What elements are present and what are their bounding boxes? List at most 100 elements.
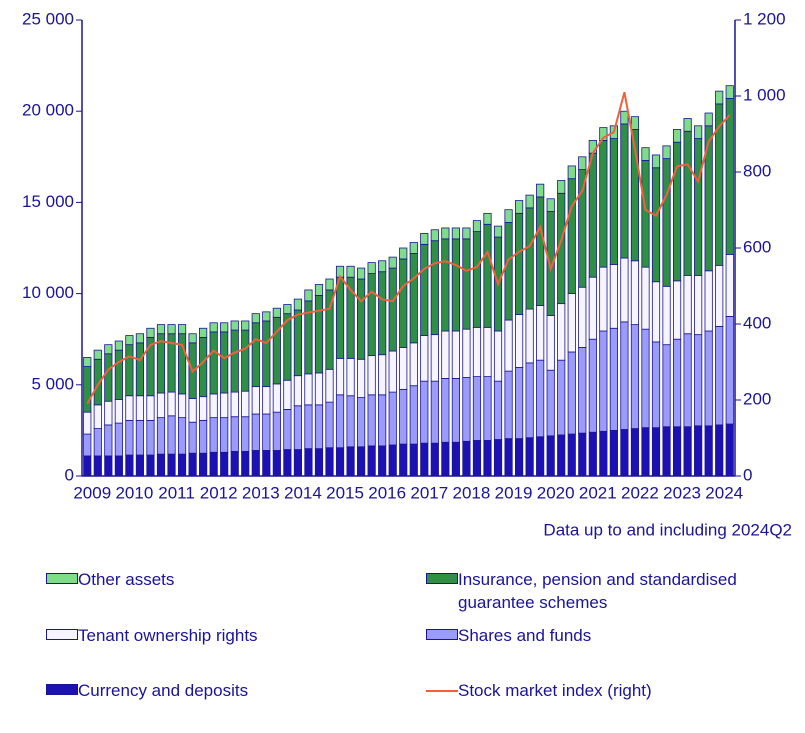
bar-segment (483, 212, 492, 225)
bar-segment (662, 145, 671, 160)
bar-segment (399, 388, 408, 445)
bar-segment (388, 267, 397, 352)
bar-segment (346, 357, 355, 397)
bar-segment (493, 225, 503, 238)
bar-segment (346, 395, 355, 448)
bar-segment (725, 85, 734, 99)
bar-segment (641, 427, 650, 477)
bar-segment (325, 368, 334, 403)
bar-segment (272, 316, 281, 385)
bar-segment (694, 425, 703, 477)
bar-segment (146, 395, 155, 421)
bar-segment (251, 450, 260, 477)
bar-segment (441, 330, 450, 379)
bar-segment (515, 314, 524, 368)
bar-segment (462, 227, 471, 240)
bar-segment (620, 123, 629, 259)
bar-segment (578, 286, 587, 348)
legend-label: Stock market index (right) (458, 681, 652, 700)
bar-segment (177, 453, 187, 477)
bar-segment (378, 354, 387, 396)
bar-segment (293, 449, 302, 477)
bar-segment (335, 357, 345, 396)
bar-segment (493, 330, 503, 382)
bar-segment (388, 391, 397, 446)
bar-segment (462, 238, 471, 330)
bar-segment (409, 443, 418, 477)
bar-segment (388, 256, 397, 269)
bar-segment (125, 344, 134, 397)
bar-segment (188, 421, 197, 454)
bar-segment (230, 416, 239, 452)
x-tick-label: 2015 (326, 483, 364, 502)
bar-segment (451, 330, 460, 379)
bar-segment (525, 308, 534, 364)
bar-segment (230, 320, 239, 331)
bar-segment (420, 243, 429, 336)
bar-segment (188, 398, 197, 423)
bar-segment (378, 445, 387, 477)
y2-tick-label: 200 (743, 389, 771, 408)
bar-segment (114, 340, 123, 351)
x-tick-label: 2016 (368, 483, 406, 502)
bar-segment (483, 376, 492, 441)
bar-segment (672, 141, 682, 282)
bar-segment (167, 453, 176, 477)
bar-segment (241, 450, 250, 477)
bar-segment (114, 398, 123, 424)
bar-segment (272, 411, 281, 451)
bar-segment (588, 338, 597, 433)
bar-segment (557, 359, 566, 436)
bar-segment (325, 401, 334, 449)
bar-segment (525, 362, 534, 439)
bar-segment (609, 429, 618, 477)
bar-segment (135, 395, 145, 421)
bar-segment (683, 426, 692, 477)
bar-segment (188, 452, 197, 477)
bar-segment (651, 427, 661, 477)
bar-segment (567, 293, 576, 353)
bar-segment (578, 432, 587, 477)
bar-segment (546, 369, 555, 437)
bar-segment (251, 386, 260, 415)
bar-segment (199, 327, 208, 338)
bar-segment (83, 366, 92, 413)
bar-segment (599, 127, 608, 141)
bar-segment (651, 341, 661, 429)
bar-segment (451, 441, 460, 477)
legend-label: Currency and deposits (78, 681, 249, 700)
bar-segment (672, 129, 682, 143)
bar-segment (557, 434, 566, 477)
y2-tick-label: 600 (743, 237, 771, 256)
bar-segment (430, 229, 439, 242)
bar-segment (93, 404, 102, 429)
bar-segment (357, 278, 366, 360)
bar-segment (588, 152, 597, 278)
bar-segment (104, 424, 113, 457)
bar-segment (420, 442, 429, 477)
bar-segment (146, 454, 155, 477)
x-tick-label: 2012 (200, 483, 238, 502)
bar-segment (83, 411, 92, 435)
bar-segment (641, 147, 650, 161)
bar-segment (135, 454, 145, 477)
bar-segment (367, 394, 376, 447)
x-tick-label: 2013 (242, 483, 280, 502)
bar-segment (662, 158, 671, 287)
bar-segment (662, 426, 671, 477)
bar-segment (262, 320, 271, 388)
bar-segment (146, 327, 155, 338)
y2-tick-label: 1 000 (743, 85, 786, 104)
bar-segment (515, 212, 524, 315)
bar-segment (525, 207, 534, 310)
bar-segment (125, 395, 134, 421)
bar-segment (399, 443, 408, 477)
bar-segment (715, 264, 724, 327)
bar-segment (199, 336, 208, 398)
bar-segment (609, 138, 618, 265)
bar-segment (683, 333, 692, 428)
y2-tick-label: 400 (743, 313, 771, 332)
bar-segment (504, 209, 513, 223)
bar-segment (578, 347, 587, 434)
bar-segment (620, 321, 629, 430)
